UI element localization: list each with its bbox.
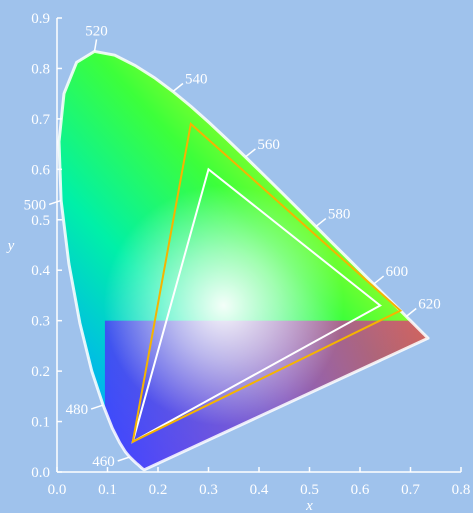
wavelength-tick	[117, 456, 130, 462]
x-axis-ticks: 0.0 0.1 0.2 0.3 0.4 0.5 0.6 0.7 0.8	[48, 467, 471, 498]
y-tick-label: 0.6	[31, 162, 50, 178]
y-tick-label: 0.3	[31, 314, 50, 330]
y-tick-label: 0.8	[31, 61, 50, 77]
y-axis-ticks: 0.0 0.1 0.2 0.3 0.4 0.5 0.6 0.7 0.8 0.9	[31, 11, 62, 481]
wavelength-label-460: 460	[92, 454, 115, 470]
gamut-triangle-2	[131, 121, 403, 444]
wavelength-label-620: 620	[418, 296, 441, 312]
y-tick-label: 0.1	[31, 415, 50, 431]
wavelength-label-600: 600	[386, 264, 409, 280]
x-tick-label: 0.5	[300, 482, 319, 498]
y-tick-label: 0.0	[31, 465, 50, 481]
wavelength-tick	[405, 307, 417, 318]
y-tick-label: 0.5	[31, 213, 50, 229]
y-tick-label: 0.2	[31, 364, 50, 380]
wavelength-label-560: 560	[257, 137, 280, 153]
x-tick-label: 0.8	[452, 482, 471, 498]
x-tick-label: 0.7	[401, 482, 420, 498]
x-tick-label: 0.3	[199, 482, 218, 498]
wavelength-tick	[315, 217, 327, 228]
x-tick-label: 0.2	[149, 482, 168, 498]
spectral-locus-outline	[57, 49, 430, 472]
wavelength-tick	[93, 39, 98, 52]
wavelength-tick	[373, 275, 385, 285]
wavelength-label-480: 480	[66, 402, 89, 418]
wavelength-label-580: 580	[328, 207, 351, 223]
wavelength-label-540: 540	[185, 71, 208, 87]
wavelength-markers: 460 480 500 520 540 560 580 600 620	[24, 23, 441, 470]
y-tick-label: 0.9	[31, 11, 50, 27]
gamut-triangle-1	[131, 167, 382, 444]
wavelength-tick	[244, 148, 256, 158]
x-tick-label: 0.6	[351, 482, 370, 498]
x-axis-title: x	[305, 498, 313, 513]
wavelength-tick	[90, 404, 104, 410]
wavelength-label-500: 500	[24, 197, 47, 213]
x-tick-label: 0.0	[48, 482, 67, 498]
y-tick-label: 0.4	[31, 263, 50, 279]
x-tick-label: 0.4	[250, 482, 269, 498]
gamut-triangles	[131, 121, 403, 444]
wavelength-tick	[172, 82, 184, 93]
x-tick-label: 0.1	[98, 482, 117, 498]
y-axis-title: y	[6, 238, 15, 254]
wavelength-tick	[48, 199, 62, 206]
y-tick-label: 0.7	[31, 112, 50, 128]
wavelength-label-520: 520	[85, 23, 108, 39]
